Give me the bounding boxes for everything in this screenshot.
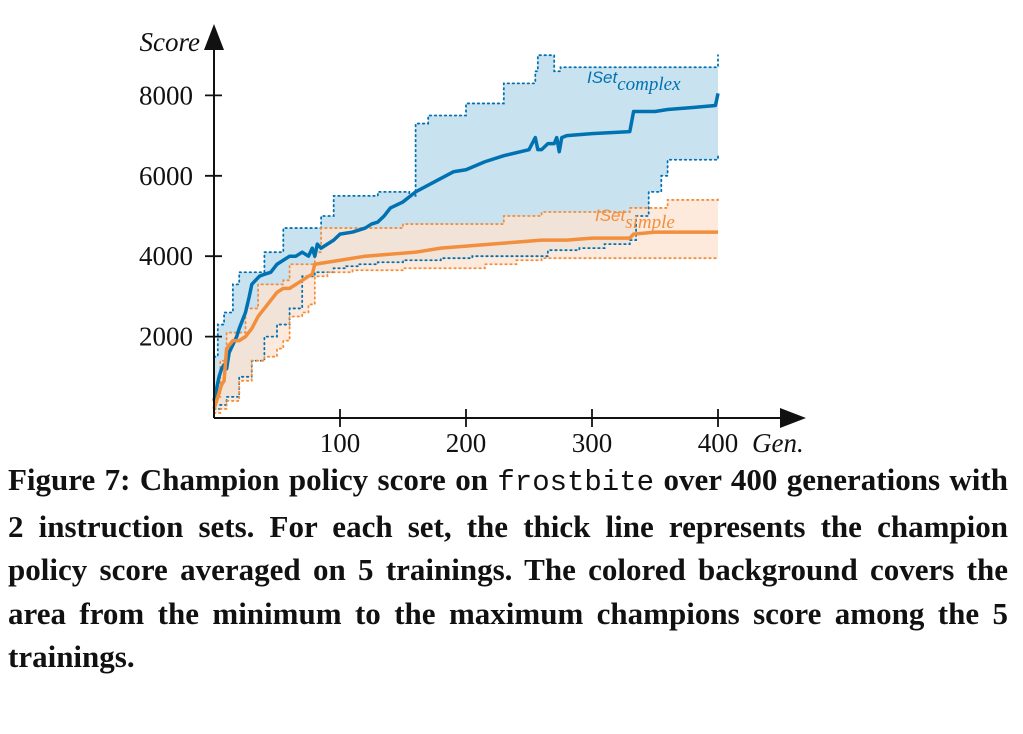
x-axis-title: Gen. bbox=[752, 428, 804, 458]
x-tick-label: 100 bbox=[320, 428, 361, 458]
x-tick-label: 300 bbox=[572, 428, 613, 458]
caption-suffix: over 400 generations with 2 instruction … bbox=[8, 462, 1008, 674]
mean-lines bbox=[212, 93, 720, 410]
y-tick-label: 6000 bbox=[139, 161, 193, 191]
y-tick-label: 2000 bbox=[139, 322, 193, 352]
caption-code: frostbite bbox=[497, 466, 655, 499]
x-tick-label: 400 bbox=[698, 428, 739, 458]
band-max-complex bbox=[213, 54, 719, 358]
series-label-simple-sub: simple bbox=[625, 212, 675, 233]
y-tick-label: 8000 bbox=[139, 80, 193, 110]
band-min-simple bbox=[213, 257, 719, 414]
ticks: 100 200 300 400 2000 4000 6000 8000 bbox=[139, 80, 738, 458]
axes bbox=[204, 24, 806, 428]
series-label-complex-sub: complex bbox=[617, 74, 681, 95]
x-tick-label: 200 bbox=[446, 428, 487, 458]
series-label-simple: ISetsimple bbox=[595, 206, 675, 233]
x-axis-arrow-icon bbox=[780, 408, 806, 428]
band-simple bbox=[214, 195, 718, 413]
band-max-simple bbox=[213, 194, 719, 398]
y-axis-title: Score bbox=[140, 27, 200, 57]
series-label-simple-name: ISet bbox=[595, 206, 627, 225]
caption-prefix: Figure 7: Champion policy score on bbox=[8, 462, 498, 497]
y-axis-arrow-icon bbox=[204, 24, 224, 50]
y-tick-label: 4000 bbox=[139, 241, 193, 271]
series-label-complex-name: ISet bbox=[587, 68, 619, 87]
series-label-complex: ISetcomplex bbox=[587, 68, 681, 95]
figure-caption: Figure 7: Champion policy score on frost… bbox=[8, 458, 1008, 679]
min-max-bands bbox=[213, 54, 719, 414]
mean-line-complex bbox=[212, 93, 720, 402]
mean-line-simple bbox=[212, 230, 718, 410]
